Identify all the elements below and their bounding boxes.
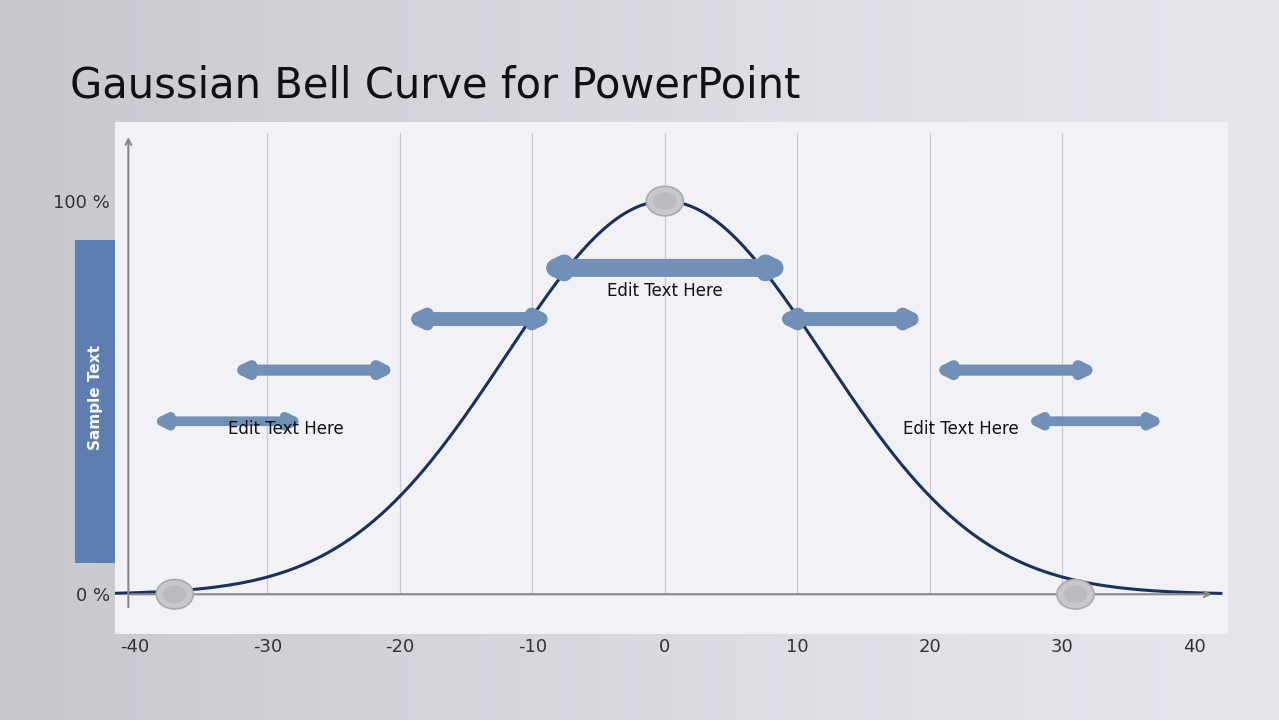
Text: Sample Text: Sample Text <box>88 345 102 450</box>
Text: Gaussian Bell Curve for PowerPoint: Gaussian Bell Curve for PowerPoint <box>70 65 801 107</box>
Ellipse shape <box>646 186 683 216</box>
Text: Edit Text Here: Edit Text Here <box>903 420 1019 438</box>
Ellipse shape <box>1056 580 1094 609</box>
Text: Edit Text Here: Edit Text Here <box>608 282 723 300</box>
Ellipse shape <box>156 580 193 609</box>
Ellipse shape <box>162 585 187 603</box>
Ellipse shape <box>652 192 677 210</box>
Text: Edit Text Here: Edit Text Here <box>228 420 344 438</box>
Ellipse shape <box>1064 585 1087 603</box>
FancyBboxPatch shape <box>75 240 115 563</box>
